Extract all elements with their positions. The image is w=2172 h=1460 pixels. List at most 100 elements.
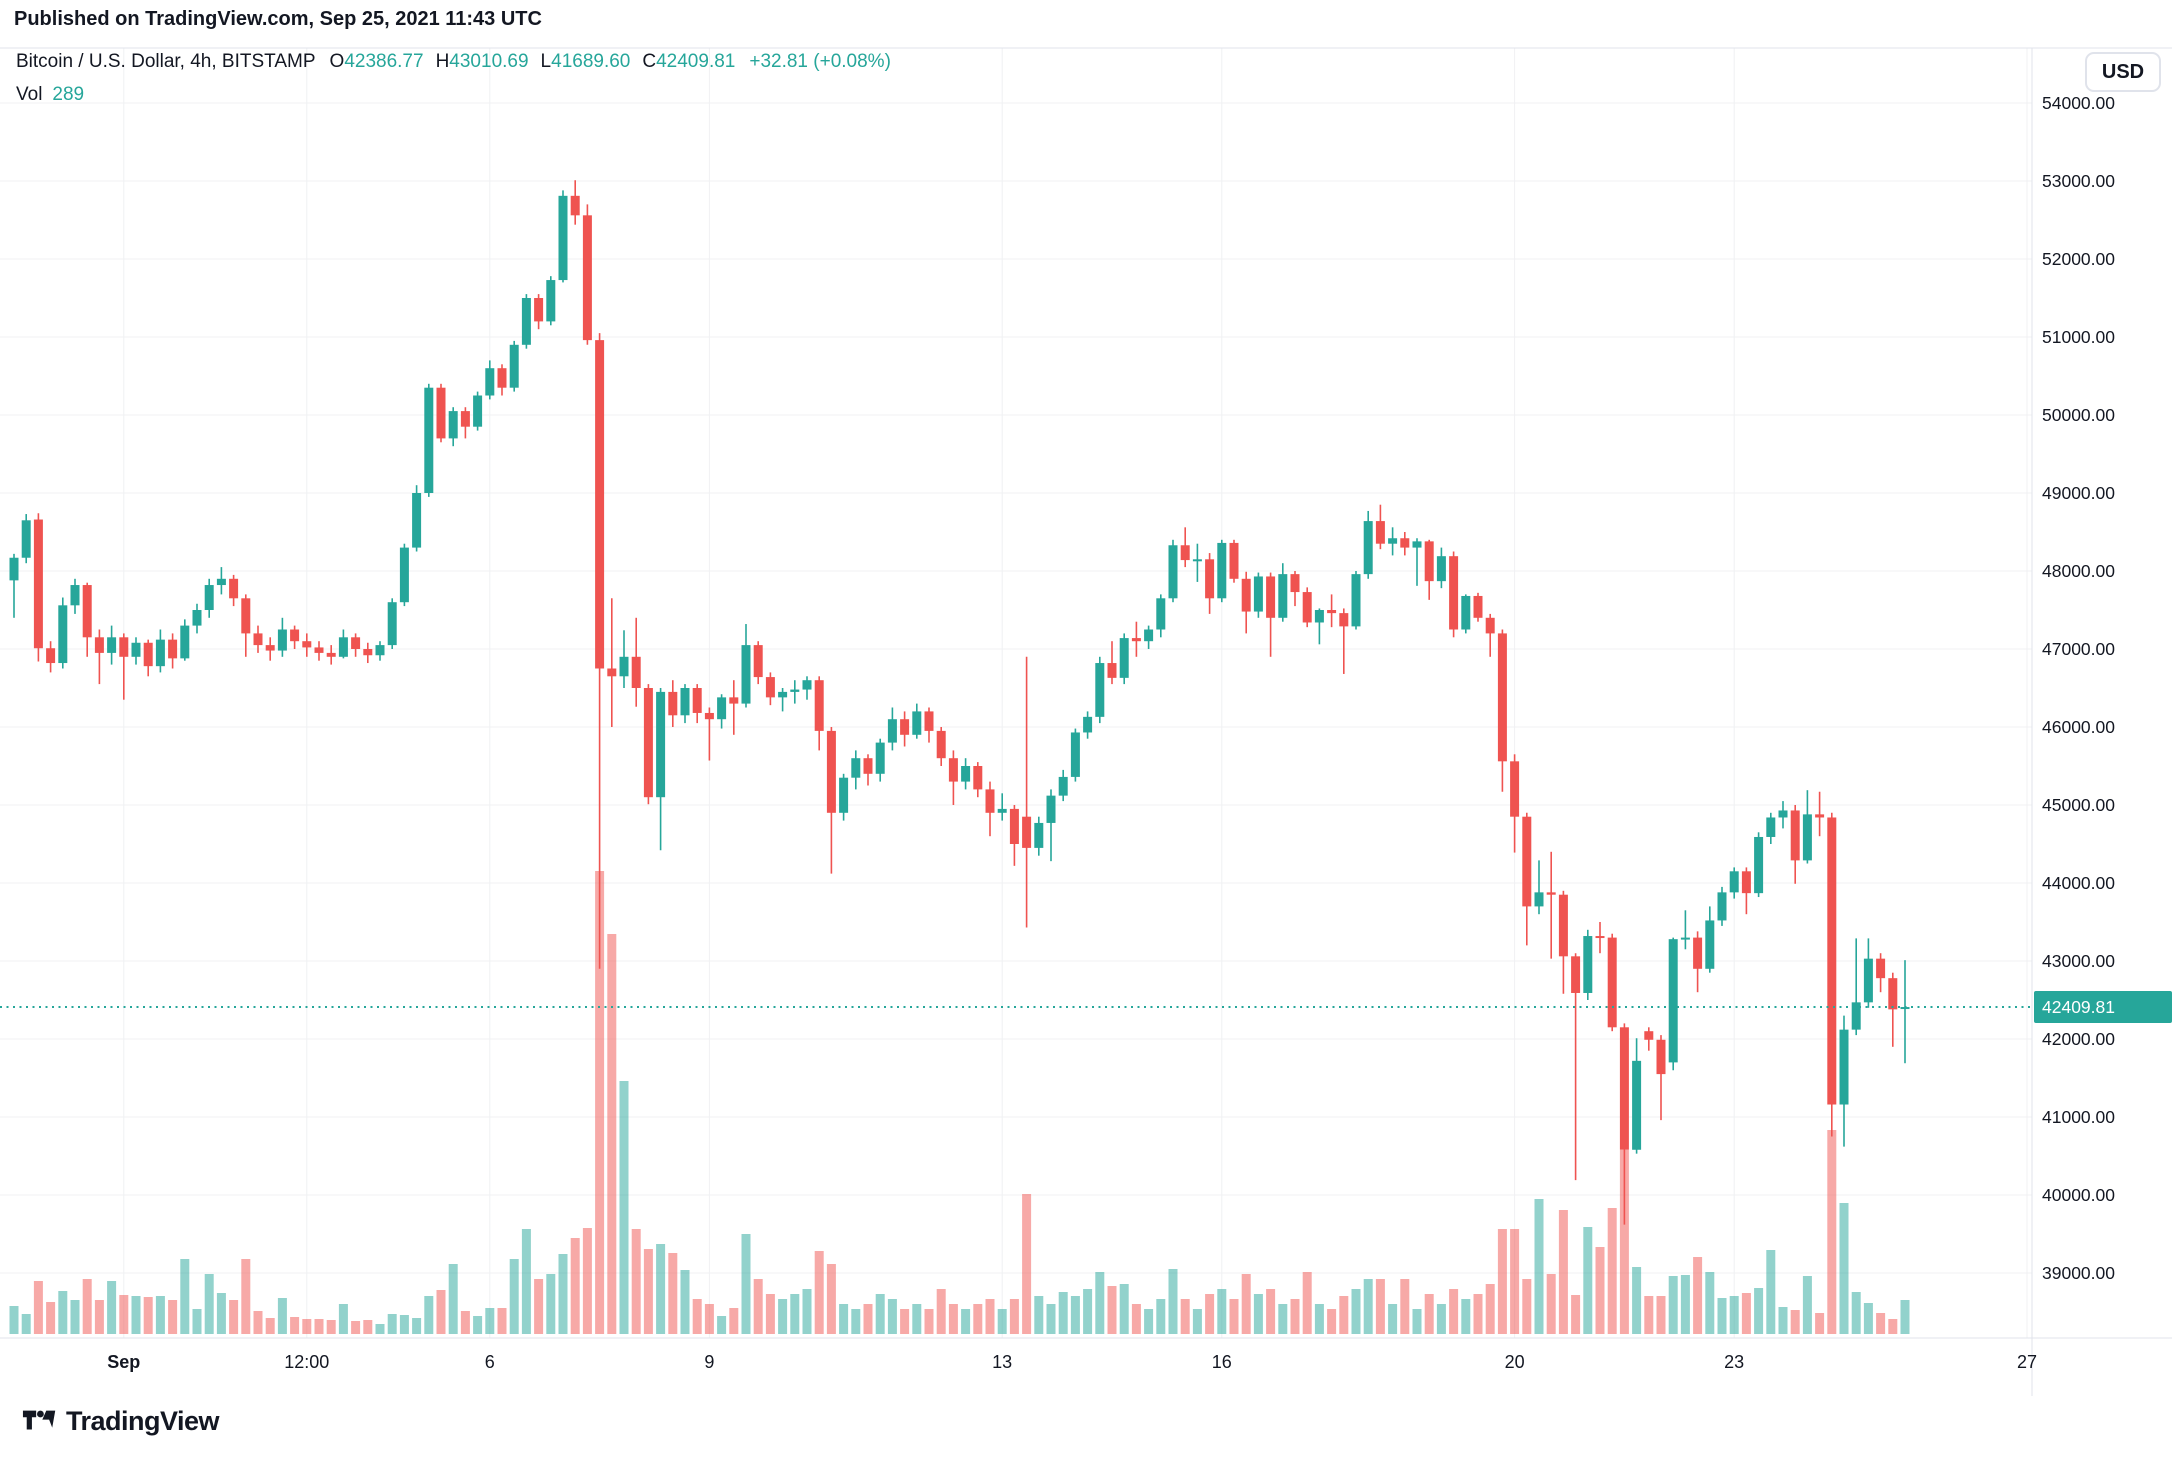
- candle-body: [338, 637, 348, 657]
- time-axis-label[interactable]: 16: [1212, 1352, 1232, 1372]
- candle-body: [485, 368, 495, 396]
- volume-bar: [985, 1299, 995, 1334]
- candle-body: [1546, 892, 1556, 895]
- candle-body: [277, 629, 287, 651]
- time-axis-label[interactable]: 12:00: [284, 1352, 329, 1372]
- candle-body: [1022, 816, 1032, 848]
- volume-bar: [802, 1289, 812, 1334]
- tradingview-logo-icon: [22, 1410, 56, 1430]
- candle-body: [1729, 871, 1739, 893]
- candle-body: [961, 766, 971, 782]
- price-axis-label[interactable]: 49000.00: [2042, 483, 2115, 503]
- candle-body: [1083, 716, 1093, 733]
- price-axis-label[interactable]: 41000.00: [2042, 1107, 2115, 1127]
- price-axis-label[interactable]: 52000.00: [2042, 249, 2115, 269]
- volume-bar: [1595, 1247, 1605, 1334]
- price-axis-label[interactable]: 40000.00: [2042, 1185, 2115, 1205]
- candle-body: [168, 639, 178, 659]
- volume-bar: [1449, 1289, 1459, 1334]
- volume-bar: [1827, 1130, 1837, 1334]
- time-axis-label[interactable]: Sep: [107, 1352, 140, 1372]
- legend-open: O42386.77: [329, 51, 424, 72]
- volume-bar: [1522, 1279, 1532, 1334]
- price-axis-label[interactable]: 43000.00: [2042, 951, 2115, 971]
- candle-body: [570, 195, 580, 216]
- candle-body: [1339, 613, 1349, 627]
- volume-bar: [546, 1274, 556, 1334]
- volume-bar: [168, 1300, 178, 1334]
- volume-bar: [863, 1304, 873, 1334]
- candle-body: [534, 298, 544, 322]
- price-axis-label[interactable]: 48000.00: [2042, 561, 2115, 581]
- volume-bar: [1351, 1289, 1361, 1334]
- candle-body: [948, 758, 958, 782]
- price-axis-label[interactable]: 50000.00: [2042, 405, 2115, 425]
- volume-bar: [875, 1294, 885, 1334]
- candle-body: [1680, 937, 1690, 940]
- volume-bar: [1095, 1272, 1105, 1334]
- volume-bar: [1839, 1203, 1849, 1334]
- candle-body: [680, 688, 690, 716]
- candle-body: [119, 637, 129, 657]
- volume-bar: [1900, 1300, 1910, 1334]
- price-axis-label[interactable]: 45000.00: [2042, 795, 2115, 815]
- price-axis-label[interactable]: 51000.00: [2042, 327, 2115, 347]
- volume-bar: [277, 1298, 287, 1334]
- volume-bar: [973, 1304, 983, 1334]
- volume-bar: [1424, 1294, 1434, 1334]
- candle-body: [887, 719, 897, 743]
- volume-bar: [1888, 1319, 1898, 1334]
- price-axis-label[interactable]: 53000.00: [2042, 171, 2115, 191]
- volume-bar: [704, 1304, 714, 1334]
- candle-body: [1412, 541, 1422, 548]
- volume-bar: [839, 1304, 849, 1334]
- candle-body: [363, 649, 373, 656]
- price-axis-label[interactable]: 42000.00: [2042, 1029, 2115, 1049]
- candle-body: [509, 344, 519, 388]
- time-axis-label[interactable]: 9: [704, 1352, 714, 1372]
- volume-bar: [351, 1321, 361, 1334]
- volume-bar: [790, 1294, 800, 1334]
- tradingview-logo[interactable]: TradingView: [22, 1406, 220, 1437]
- volume-bar: [1754, 1288, 1764, 1334]
- candle-body: [863, 758, 873, 774]
- candle-body: [1485, 617, 1495, 634]
- candle-body: [1180, 545, 1190, 561]
- time-axis-label[interactable]: 13: [992, 1352, 1012, 1372]
- price-axis-label[interactable]: 47000.00: [2042, 639, 2115, 659]
- time-axis-label[interactable]: 23: [1724, 1352, 1744, 1372]
- candle-body: [33, 519, 43, 649]
- time-axis-label[interactable]: 6: [485, 1352, 495, 1372]
- candle-body: [936, 730, 946, 759]
- volume-bar: [1375, 1279, 1385, 1334]
- candle-body: [1156, 598, 1166, 630]
- volume-bar: [1729, 1296, 1739, 1334]
- volume-bar: [1253, 1294, 1263, 1334]
- time-axis-label[interactable]: 27: [2017, 1352, 2037, 1372]
- candle-body: [1839, 1029, 1849, 1105]
- volume-bar: [204, 1274, 214, 1334]
- price-axis-label[interactable]: 46000.00: [2042, 717, 2115, 737]
- symbol-title[interactable]: Bitcoin / U.S. Dollar, 4h, BITSTAMP: [16, 51, 316, 72]
- price-axis-label[interactable]: 44000.00: [2042, 873, 2115, 893]
- candle-body: [1473, 595, 1483, 618]
- volume-bar: [1436, 1304, 1446, 1334]
- price-axis-label[interactable]: 39000.00: [2042, 1263, 2115, 1283]
- volume-bar: [1339, 1296, 1349, 1334]
- volume-bar: [595, 871, 605, 1334]
- volume-bar: [900, 1309, 910, 1334]
- candle-body: [1522, 816, 1532, 907]
- volume-bar: [46, 1302, 56, 1334]
- price-axis-label[interactable]: 54000.00: [2042, 93, 2115, 113]
- candle-body: [497, 368, 507, 388]
- candle-body: [290, 629, 300, 642]
- candle-body: [70, 585, 80, 606]
- candle-body: [1144, 629, 1154, 642]
- currency-badge[interactable]: USD: [2085, 52, 2161, 92]
- volume-bar: [582, 1228, 592, 1334]
- volume-bar: [131, 1296, 141, 1334]
- time-axis-label[interactable]: 20: [1505, 1352, 1525, 1372]
- candle-body: [1436, 556, 1446, 582]
- candle-body: [94, 637, 104, 653]
